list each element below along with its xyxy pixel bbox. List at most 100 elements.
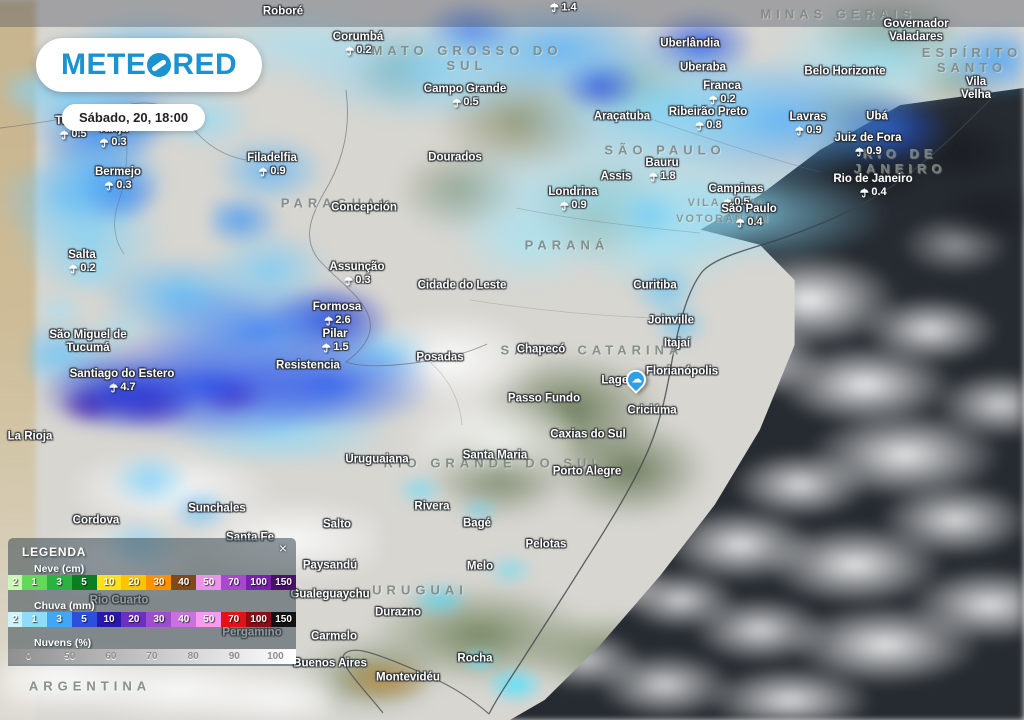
- rain-icon: [708, 94, 718, 105]
- city-name: Uberlândia: [660, 37, 720, 50]
- legend-neve-label: Neve (cm): [34, 563, 85, 575]
- legend-title: LEGENDA: [22, 545, 87, 559]
- city-precip-value: 1.8: [645, 170, 678, 183]
- city-label: Passo Fundo: [508, 392, 580, 405]
- city-precip-value: 0.9: [789, 124, 826, 137]
- city-label: Carmelo: [311, 630, 357, 643]
- city-label: Assis: [601, 170, 632, 183]
- legend-color-cell: 70: [221, 612, 247, 627]
- city-name: Campo Grande: [423, 83, 507, 96]
- city-name: Bermejo: [94, 166, 142, 179]
- city-label: Ribeirão Preto 0.8: [669, 106, 748, 132]
- legend-nuvens-bar: 0 50 60 70 80 90 100: [8, 649, 296, 664]
- city-name: La Rioja: [7, 430, 53, 443]
- legend-color-cell: 40: [171, 612, 197, 627]
- city-name: Ubá: [866, 110, 888, 123]
- city-precip-value: 0.4: [721, 216, 777, 229]
- legend-tick: 70: [146, 651, 158, 662]
- city-precip-value: 0.8: [669, 119, 748, 132]
- close-icon[interactable]: ×: [278, 540, 287, 556]
- city-label: Assunção 0.3: [330, 261, 385, 287]
- city-label: Sunchales: [188, 502, 246, 515]
- city-name: Resistencia: [276, 359, 340, 372]
- city-name: Pilar: [322, 328, 348, 341]
- map-marker[interactable]: ☁: [621, 365, 651, 394]
- rain-icon: [859, 187, 869, 198]
- city-name: Franca: [703, 80, 741, 93]
- city-label: Rivera: [414, 500, 449, 513]
- city-name: Dourados: [428, 151, 482, 164]
- legend-color-cell: 2: [8, 575, 22, 590]
- logo-text-right: RED: [172, 48, 238, 81]
- legend-chuva-bar: 2 1 3 5 10 20 30 40 50 70 100 150: [8, 612, 297, 627]
- city-label: Londrina 0.9: [548, 186, 597, 212]
- city-name: Uberaba: [679, 61, 727, 74]
- rain-icon: [99, 137, 109, 148]
- city-label: Buenos Aires: [293, 657, 367, 670]
- top-dim-band: [0, 0, 1024, 27]
- legend-color-cell: 20: [121, 575, 147, 590]
- city-label: Concepción: [331, 201, 397, 214]
- city-precip-value: 0.5: [424, 96, 506, 109]
- city-name: Paysandú: [302, 559, 358, 572]
- city-name: Sunchales: [188, 502, 246, 515]
- region-label: MATO GROSSO DO SUL: [371, 43, 563, 73]
- city-label: Salto: [323, 518, 351, 531]
- city-label: Salta 0.2: [68, 249, 96, 275]
- rain-icon: [104, 180, 114, 191]
- legend-color-cell: 5: [71, 575, 97, 590]
- city-label: Posadas: [416, 351, 463, 364]
- city-name: Melo: [466, 560, 494, 573]
- city-name: Salta: [68, 249, 96, 262]
- legend-color-cell: 50: [196, 612, 222, 627]
- city-label: Ubá: [866, 110, 888, 123]
- city-label: Vila Velha: [952, 76, 1000, 102]
- region-label: PARANÁ: [524, 237, 610, 253]
- city-label: Araçatuba: [594, 110, 650, 123]
- city-name: Posadas: [416, 351, 464, 364]
- city-precip-value: 0.3: [330, 274, 385, 287]
- city-precip-value: 0.2: [333, 44, 383, 57]
- city-precip-value: 0.9: [247, 165, 297, 178]
- logo-text-left: METE: [61, 48, 147, 81]
- city-name: Campinas: [708, 183, 764, 196]
- city-name: Chapecó: [516, 343, 566, 356]
- region-label: SÃO PAULO: [604, 142, 726, 158]
- city-label: Belo Horizonte: [804, 65, 885, 78]
- legend-color-cell: 20: [121, 612, 147, 627]
- city-name: Joinville: [647, 314, 695, 327]
- city-label: Resistencia: [276, 359, 340, 372]
- city-name: Pelotas: [525, 538, 567, 551]
- timestamp-badge: Sábado, 20, 18:00: [62, 104, 206, 131]
- city-label: Franca 0.2: [703, 80, 741, 106]
- city-name: Rio de Janeiro: [833, 173, 913, 186]
- city-name: Buenos Aires: [293, 657, 367, 670]
- legend-panel: LEGENDA × Neve (cm) 2 1 3 5 10 20 30 40 50 70 100 1…: [8, 538, 297, 666]
- city-label: Pelotas: [526, 538, 567, 551]
- city-precip-value: 1.5: [321, 341, 349, 354]
- legend-color-cell: 10: [96, 575, 122, 590]
- legend-color-cell: 3: [46, 575, 72, 590]
- city-precip-value: 4.7: [70, 381, 175, 394]
- city-name: Assunção: [329, 261, 385, 274]
- rain-icon: [68, 263, 78, 274]
- region-label: ARGENTINA: [28, 678, 152, 694]
- city-label: Formosa 2.6: [313, 301, 362, 327]
- city-label: Lavras 0.9: [789, 111, 826, 137]
- city-name: Salto: [322, 518, 352, 531]
- city-label: Juiz de Fora 0.9: [834, 132, 901, 158]
- legend-tick: 50: [64, 651, 76, 662]
- city-label: Santiago do Estero 4.7: [70, 368, 175, 394]
- meteored-logo[interactable]: METE RED: [36, 38, 263, 92]
- city-label: Caxias do Sul: [550, 428, 625, 441]
- region-label: ESPÍRITO SANTO: [921, 45, 1023, 75]
- city-name: São Miguel de Tucumá: [49, 328, 127, 354]
- city-label: Rocha: [457, 652, 492, 665]
- city-label: La Rioja: [8, 430, 53, 443]
- city-precip-value: 0.4: [833, 186, 912, 199]
- legend-color-cell: 10: [96, 612, 122, 627]
- orphan-precip-value: 1.4: [549, 2, 577, 15]
- city-label: Uberlândia: [660, 37, 719, 50]
- marker-pin: ☁: [621, 365, 651, 394]
